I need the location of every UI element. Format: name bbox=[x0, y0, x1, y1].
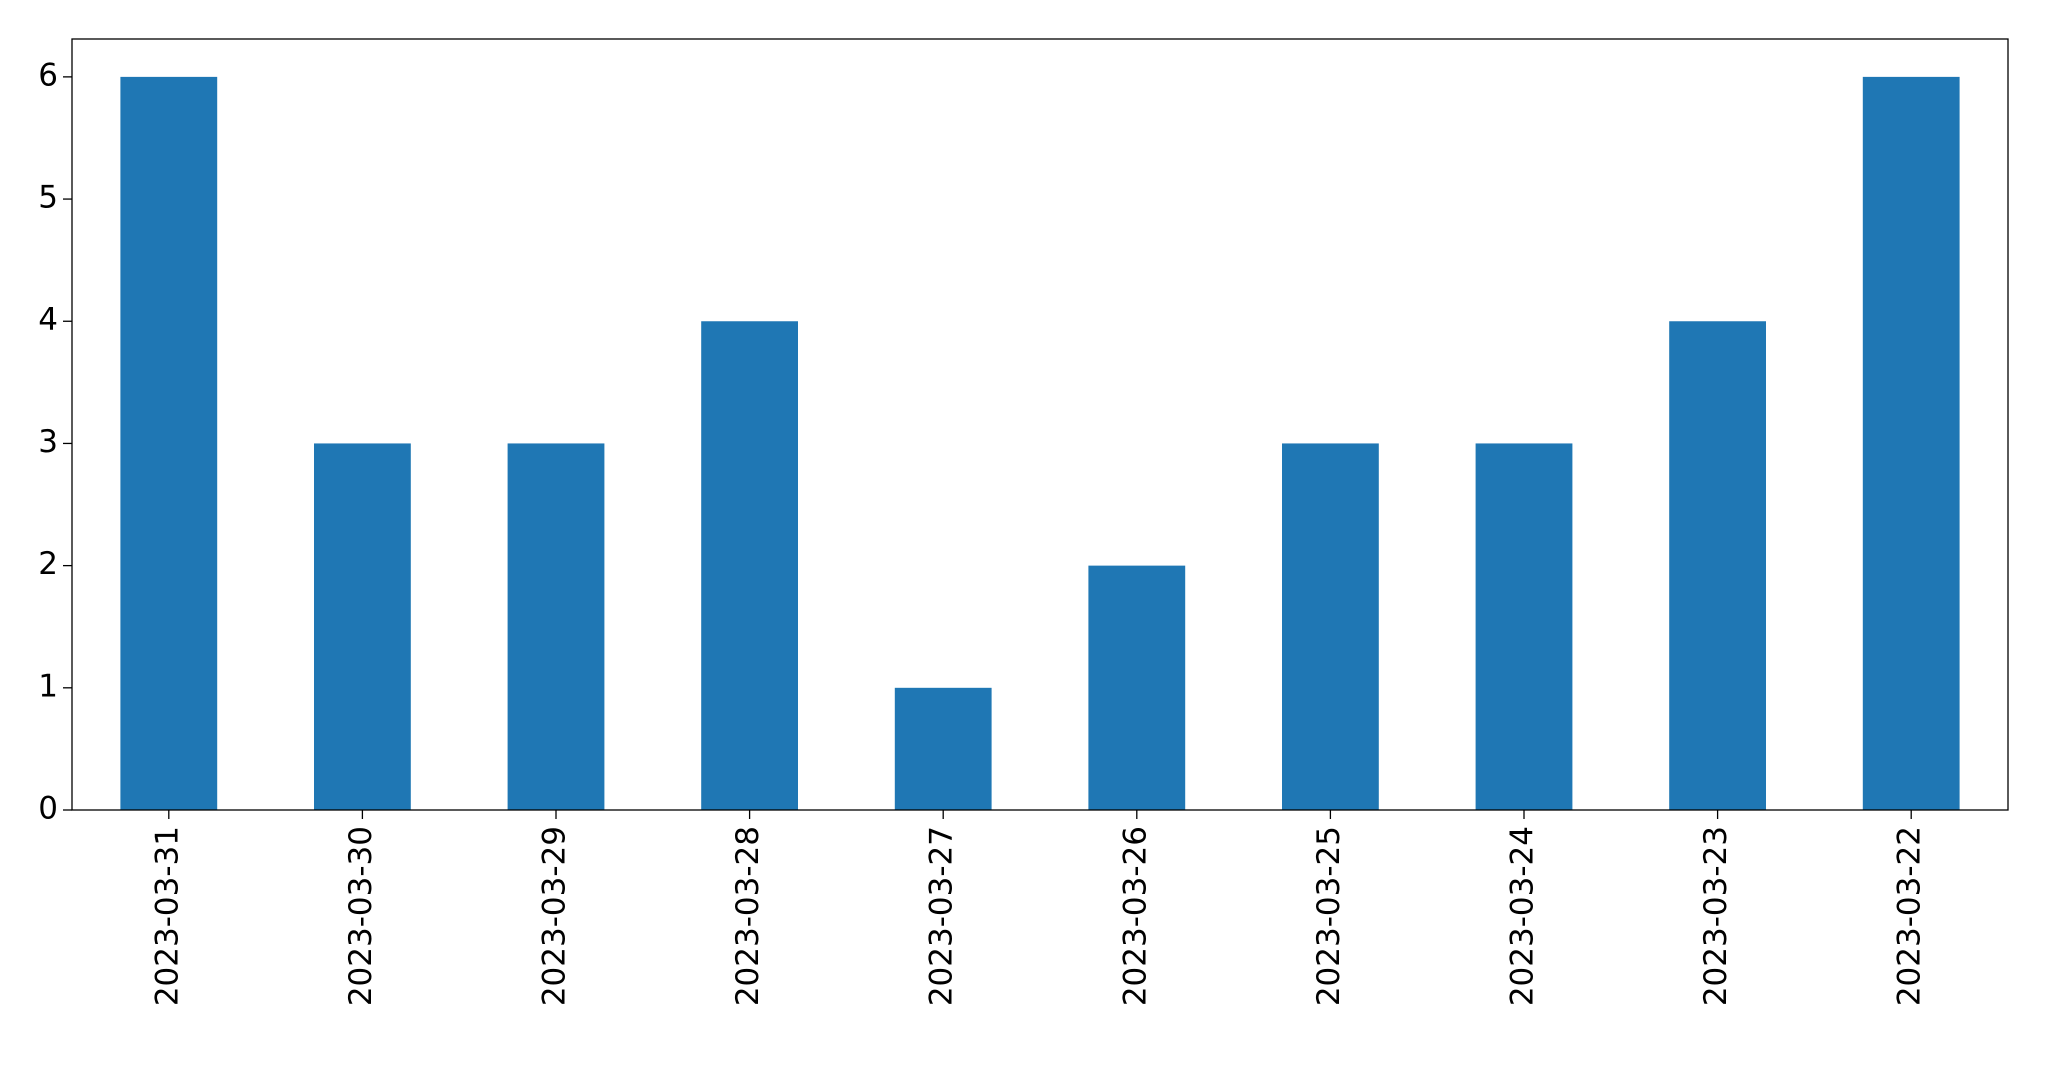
plot-frame bbox=[71, 38, 2009, 811]
x-tick-label: 2023-03-29 bbox=[537, 826, 573, 1006]
x-tick-label: 2023-03-27 bbox=[924, 826, 960, 1006]
y-tick-label: 5 bbox=[38, 180, 58, 216]
bar bbox=[1088, 565, 1186, 810]
x-tick-label: 2023-03-28 bbox=[730, 826, 766, 1006]
x-tick-label: 2023-03-31 bbox=[149, 826, 185, 1006]
bar bbox=[120, 76, 218, 810]
bar bbox=[701, 321, 798, 810]
bar bbox=[894, 687, 992, 810]
x-tick-label: 2023-03-23 bbox=[1698, 826, 1734, 1006]
y-tick-label: 1 bbox=[38, 668, 58, 704]
bar bbox=[1862, 76, 1960, 810]
y-tick-label: 0 bbox=[38, 791, 58, 827]
bar bbox=[507, 443, 605, 810]
bar bbox=[1669, 321, 1766, 810]
bar bbox=[1282, 443, 1379, 810]
y-tick-label: 6 bbox=[38, 57, 58, 93]
y-tick-label: 3 bbox=[38, 424, 58, 460]
y-tick-label: 4 bbox=[38, 302, 58, 338]
x-tick-label: 2023-03-30 bbox=[343, 826, 379, 1006]
y-tick-label: 2 bbox=[38, 546, 58, 582]
bar bbox=[314, 443, 411, 810]
x-tick-label: 2023-03-22 bbox=[1892, 826, 1928, 1006]
x-tick-label: 2023-03-24 bbox=[1505, 826, 1541, 1006]
x-tick-label: 2023-03-25 bbox=[1311, 826, 1347, 1006]
bar bbox=[1475, 443, 1573, 810]
x-tick-label: 2023-03-26 bbox=[1117, 826, 1153, 1006]
